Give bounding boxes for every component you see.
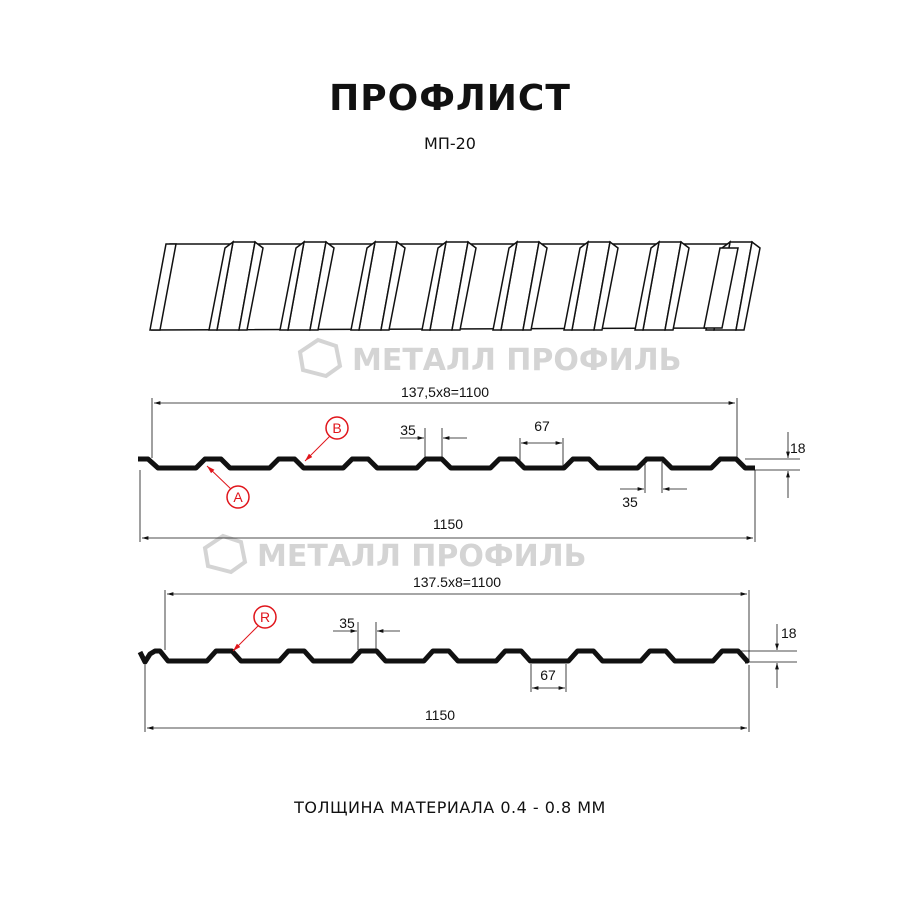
marker-a: A: [233, 489, 243, 505]
material-thickness-note: ТОЛЩИНА МАТЕРИАЛА 0.4 - 0.8 ММ: [294, 798, 606, 817]
watermark-2: МЕТАЛЛ ПРОФИЛЬ: [202, 533, 587, 575]
sheet-face: [451, 240, 477, 331]
sheet-face: [735, 240, 761, 331]
p1-height-label: 18: [790, 440, 806, 456]
sheet-face: [380, 240, 406, 331]
sheet-face: [279, 240, 306, 331]
p1-trough-label: 67: [534, 418, 550, 434]
p1-pitch-label: 137,5x8=1100: [401, 384, 489, 400]
p2-top-flange-label: 35: [339, 615, 355, 631]
page-subtitle: МП-20: [424, 134, 476, 153]
sheet-face: [593, 240, 619, 331]
watermark-2-text: МЕТАЛЛ ПРОФИЛЬ: [257, 539, 587, 574]
watermark-1-text: МЕТАЛЛ ПРОФИЛЬ: [352, 343, 682, 378]
sheet-face: [634, 240, 661, 331]
marker-b: B: [332, 420, 341, 436]
sheet-face: [208, 240, 235, 331]
p1-bottom-flange-label: 35: [622, 494, 638, 510]
page-title: ПРОФЛИСТ: [329, 78, 571, 119]
sheet-face: [492, 240, 519, 331]
p1-top-flange-label: 35: [400, 422, 416, 438]
sheet-face: [664, 240, 690, 331]
sheet-face: [149, 243, 177, 331]
p2-width-label: 1150: [425, 707, 455, 723]
profile-1: 137,5x8=1100 1150 35 67 35 18 B A: [138, 384, 806, 542]
sheet-face: [563, 240, 590, 331]
marker-r: R: [260, 609, 270, 625]
p2-pitch-label: 137.5x8=1100: [413, 574, 501, 590]
sheet-face: [238, 240, 264, 331]
profile-2: 137.5x8=1100 1150 35 67 18 R: [137, 574, 797, 732]
sheet-face: [421, 240, 448, 331]
sheet-face: [522, 240, 548, 331]
watermark-1: МЕТАЛЛ ПРОФИЛЬ: [297, 337, 682, 379]
sheet-face: [350, 240, 377, 331]
sheet-face: [703, 247, 739, 329]
p2-height-label: 18: [781, 625, 797, 641]
sheet-face: [309, 240, 335, 331]
p2-trough-label: 67: [540, 667, 556, 683]
p1-width-label: 1150: [433, 516, 463, 532]
sheet-3d-view: [149, 240, 761, 331]
